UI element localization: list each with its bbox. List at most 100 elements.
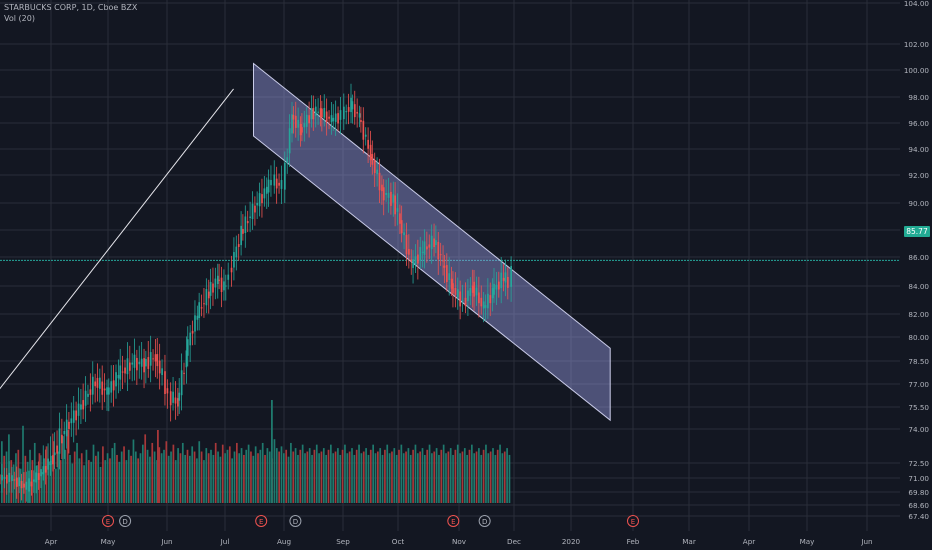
candle-body	[334, 113, 337, 122]
price-tick-label: 80.00	[908, 333, 929, 342]
candle-body	[161, 368, 163, 376]
volume-bar	[374, 453, 377, 503]
price-tick-label: 75.50	[908, 403, 929, 412]
volume-bar	[337, 448, 339, 503]
volume-bar	[87, 460, 90, 503]
event-marker-circle	[447, 515, 460, 527]
candle-body	[8, 472, 11, 482]
candle-body	[475, 287, 478, 296]
candle-body	[275, 178, 278, 189]
candle-body	[216, 275, 219, 284]
volume-bar	[318, 453, 320, 503]
symbol-title[interactable]: STARBUCKS CORP, 1D, Cboe BZX	[4, 3, 138, 12]
candle-body	[464, 297, 467, 307]
volume-bar	[433, 451, 436, 503]
candle-body	[237, 244, 240, 247]
volume-bar	[501, 453, 504, 503]
volume-bar	[156, 460, 158, 503]
candle-body	[1, 474, 3, 481]
volume-bar	[311, 454, 313, 503]
time-tick-label: May	[101, 537, 117, 546]
candle-body	[491, 288, 494, 299]
earnings-marker: E	[627, 515, 639, 527]
volume-bar	[266, 448, 269, 503]
candle-body	[133, 354, 136, 368]
time-tick-label: Oct	[392, 537, 405, 546]
event-marker-circle	[119, 515, 132, 527]
price-tick-label: 90.00	[908, 199, 929, 208]
candle-body	[467, 290, 469, 302]
candle-body	[256, 202, 259, 206]
candle-body	[317, 111, 319, 113]
volume-bar	[142, 444, 144, 503]
dividend-marker: D	[119, 515, 132, 527]
volume-bar	[306, 451, 309, 503]
volume-indicator-label[interactable]: Vol (20)	[4, 14, 35, 23]
volume-bar	[299, 449, 302, 503]
candle-body	[507, 276, 509, 288]
volume-bar	[231, 458, 233, 503]
candle-body	[30, 481, 33, 487]
volume-bar	[412, 449, 414, 503]
candle-body	[378, 172, 381, 191]
volume-bar	[449, 448, 452, 503]
volume-bar	[388, 453, 391, 503]
candle-body	[478, 292, 480, 304]
time-tick-label: May	[800, 537, 816, 546]
volume-bar	[304, 453, 306, 503]
volume-bar	[134, 451, 137, 503]
candle-body	[180, 370, 183, 396]
event-marker-label: D	[122, 518, 127, 526]
candle-body	[371, 154, 374, 165]
volume-bar	[109, 458, 111, 503]
candle-body	[337, 113, 339, 124]
candle-body	[412, 259, 414, 268]
volume-bar	[398, 449, 400, 503]
candle-body	[147, 357, 150, 369]
candle-body	[469, 287, 472, 296]
price-axis[interactable]: 67.40 68.60 69.80 71.00 72.50 74.00 75.50 77.00…	[904, 0, 930, 521]
candle-body	[319, 108, 322, 117]
candle-body	[121, 371, 124, 373]
volume-bar	[315, 444, 318, 503]
candle-body	[53, 452, 56, 456]
candle-body	[225, 285, 227, 287]
volume-bar	[482, 449, 485, 503]
volume-bar	[292, 451, 295, 503]
candle-body	[223, 281, 225, 291]
volume-bar	[177, 448, 179, 503]
candle-body	[421, 251, 424, 253]
volume-bar	[416, 453, 419, 503]
dividend-marker: D	[289, 515, 302, 527]
volume-bar	[221, 444, 224, 503]
volume-bar	[280, 446, 283, 503]
volume-bar	[487, 453, 490, 503]
candle-body	[149, 352, 152, 366]
candle-body	[396, 208, 399, 212]
volume-bar	[358, 444, 360, 503]
volume-bar	[273, 439, 276, 503]
candle-body	[186, 339, 189, 356]
candle-body	[387, 192, 390, 198]
candle-body	[456, 289, 459, 298]
candle-body	[297, 119, 300, 128]
volume-bar	[113, 442, 116, 503]
candle-body	[482, 301, 485, 309]
candle-body	[405, 234, 408, 255]
candle-body	[347, 107, 350, 112]
candle-body	[13, 479, 16, 481]
volume-bar	[245, 449, 248, 503]
time-axis[interactable]: Apr May Jun Jul Aug Sep Oct Nov Dec 2020 Feb Mar Apr…	[0, 532, 932, 550]
volume-bar	[45, 446, 48, 503]
candle-body	[294, 115, 297, 128]
volume-bar	[426, 449, 429, 503]
candle-body	[230, 267, 233, 273]
candle-body	[103, 388, 106, 391]
chart-legend: STARBUCKS CORP, 1D, Cboe BZX Vol (20)	[4, 2, 137, 24]
candle-body	[156, 354, 159, 367]
volume-bar	[475, 451, 478, 503]
volume-bar	[264, 454, 266, 503]
event-marker-label: E	[451, 518, 455, 526]
